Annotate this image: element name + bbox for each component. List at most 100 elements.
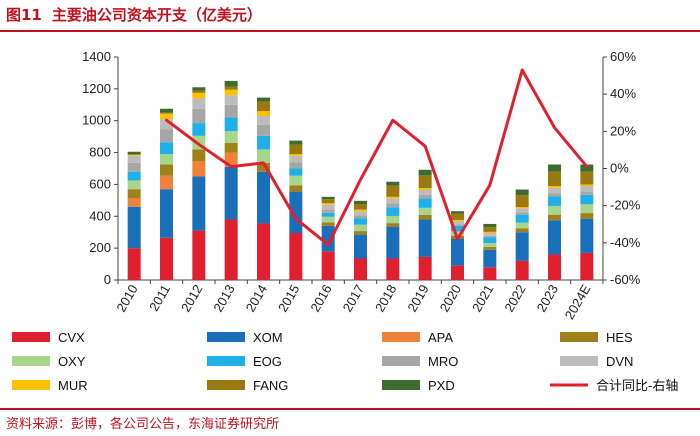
bar-hes xyxy=(418,215,432,220)
bar-cvx xyxy=(224,219,238,280)
x-tick-label: 2022 xyxy=(501,282,528,315)
bar-xom xyxy=(483,249,497,268)
y-left-tick-label: 1400 xyxy=(82,49,111,64)
bar-hes xyxy=(289,185,303,192)
x-tick-label: 2024E xyxy=(562,282,594,322)
bar-mur xyxy=(127,154,141,156)
x-tick-label: 2010 xyxy=(113,282,140,315)
bar-fang xyxy=(515,195,529,208)
bar-oxy xyxy=(127,180,141,190)
bar-mur xyxy=(192,92,206,99)
bar-fang xyxy=(289,144,303,155)
y-left-tick-label: 400 xyxy=(89,208,111,223)
bar-xom xyxy=(160,189,173,238)
legend-swatch-mur xyxy=(12,380,50,390)
bar-eog xyxy=(192,123,206,136)
bar-cvx xyxy=(418,256,432,280)
bar-dvn xyxy=(451,221,464,225)
bar-mur xyxy=(321,203,335,205)
x-tick-label: 2017 xyxy=(340,282,367,315)
title-divider xyxy=(0,30,700,32)
bar-fang xyxy=(257,101,270,112)
legend-label: 合计同比-右轴 xyxy=(596,378,678,393)
bar-dvn xyxy=(257,115,270,125)
bar-cvx xyxy=(451,265,464,280)
bar-oxy xyxy=(354,224,367,232)
bar-dvn xyxy=(483,233,497,236)
bar-dvn xyxy=(160,119,173,130)
bar-xom xyxy=(548,220,561,255)
bar-hes xyxy=(515,228,529,233)
bar-dvn xyxy=(548,187,561,194)
bar-mro xyxy=(483,235,497,238)
y-left-tick-label: 600 xyxy=(89,176,111,191)
legend-label: FANG xyxy=(253,378,288,393)
source-note: 资料来源：彭博，各公司公告，东海证券研究所 xyxy=(6,417,280,432)
y-left-tick-label: 0 xyxy=(104,272,111,287)
y-right-tick-label: 20% xyxy=(610,123,636,138)
bar-hes xyxy=(224,143,238,153)
bar-oxy xyxy=(321,216,335,223)
x-tick-label: 2016 xyxy=(307,282,334,315)
bar-mro xyxy=(354,215,367,219)
bar-mro xyxy=(580,191,594,195)
bar-fang xyxy=(483,227,497,232)
bar-mro xyxy=(548,193,561,197)
legend-swatch-eog xyxy=(207,356,245,366)
bar-pxd xyxy=(515,189,529,196)
bar-dvn xyxy=(127,155,141,163)
bar-cvx xyxy=(483,267,497,280)
bar-hes xyxy=(160,164,173,176)
bar-fang xyxy=(321,199,335,204)
legend-swatch-xom xyxy=(207,332,245,342)
y-right-tick-label: -20% xyxy=(610,198,641,213)
bar-eog xyxy=(127,171,141,181)
bar-mur xyxy=(224,89,238,96)
bar-mur xyxy=(289,154,303,156)
bar-pxd xyxy=(580,164,594,172)
bar-mro xyxy=(257,124,270,136)
bar-pxd xyxy=(321,196,335,200)
bar-mur xyxy=(451,219,464,222)
x-tick-label: 2013 xyxy=(210,282,237,315)
y-right-tick-label: 40% xyxy=(610,86,636,101)
bar-cvx xyxy=(321,251,335,280)
bar-xom xyxy=(127,206,141,249)
x-tick-label: 2023 xyxy=(534,282,561,315)
legend-label: MRO xyxy=(428,354,458,369)
legend-swatch-cvx xyxy=(12,332,50,342)
bar-fang xyxy=(386,185,400,197)
bar-xom xyxy=(386,226,400,259)
bar-eog xyxy=(224,117,238,132)
chart-title: 图11 主要油公司资本开支（亿美元） xyxy=(6,4,262,25)
y-right-tick-label: -40% xyxy=(610,235,641,250)
bar-pxd xyxy=(127,151,141,155)
bar-mur xyxy=(160,113,173,120)
bar-eog xyxy=(580,194,594,205)
bar-mro xyxy=(515,212,529,215)
bar-oxy xyxy=(386,215,400,224)
bar-dvn xyxy=(515,208,529,213)
bar-cvx xyxy=(257,223,270,280)
bar-hes xyxy=(483,247,497,250)
bar-hes xyxy=(321,222,335,226)
bar-pxd xyxy=(451,211,464,214)
line-total-yoy xyxy=(165,68,589,247)
bar-pxd xyxy=(289,140,303,145)
bar-dvn xyxy=(289,155,303,163)
bar-mur xyxy=(257,111,270,116)
bar-pxd xyxy=(386,181,400,186)
bar-fang xyxy=(354,204,367,210)
legend-label: MUR xyxy=(58,378,88,393)
y-left-tick-label: 1200 xyxy=(82,81,111,96)
bar-cvx xyxy=(386,258,400,280)
bar-apa xyxy=(160,175,173,190)
bar-dvn xyxy=(224,95,238,105)
figure-title: 主要油公司资本开支（亿美元） xyxy=(51,6,262,24)
bar-xom xyxy=(192,176,206,231)
bar-fang xyxy=(224,86,238,90)
bar-mro xyxy=(289,162,303,169)
bar-eog xyxy=(386,207,400,216)
y-left-tick-label: 200 xyxy=(89,240,111,255)
